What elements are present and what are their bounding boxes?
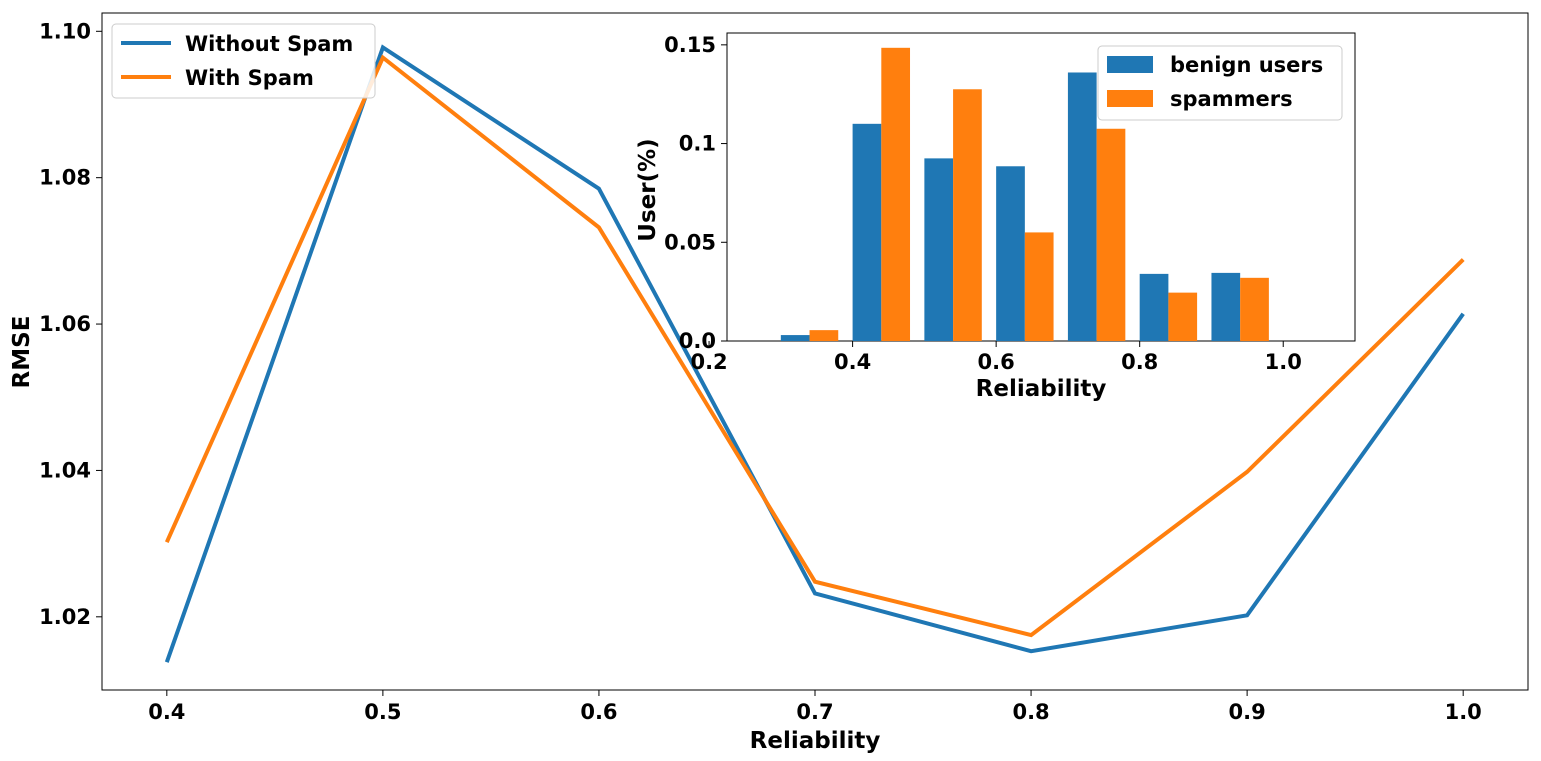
main-y-tick-label: 1.04 (39, 458, 91, 482)
main-x-tick-label: 0.7 (796, 700, 833, 724)
main-series-lines (164, 44, 1465, 663)
inset-y-ticks: 0.0 0.05 0.1 0.15 (664, 33, 727, 353)
main-x-tick-label: 0.9 (1229, 700, 1266, 724)
main-x-axis-label: Reliability (750, 728, 881, 754)
main-y-tick-label: 1.02 (39, 605, 91, 629)
main-x-tick-label: 0.5 (364, 700, 401, 724)
bar-benign-users (996, 166, 1025, 341)
inset-x-tick-label: 0.4 (834, 350, 871, 374)
bar-benign-users (1139, 273, 1169, 341)
legend-label-without-spam: Without Spam (185, 32, 353, 56)
bar-spammers (1240, 277, 1269, 341)
main-x-tick-label: 1.0 (1445, 700, 1482, 724)
inset-y-tick-label: 0.15 (664, 33, 716, 57)
main-x-ticks: 0.4 0.5 0.6 0.7 0.8 0.9 1.0 (148, 690, 1482, 724)
main-legend: Without Spam With Spam (111, 23, 376, 99)
inset-bars (780, 47, 1269, 342)
legend-label-benign-users: benign users (1170, 53, 1323, 77)
main-y-tick-label: 1.10 (39, 19, 91, 43)
inset-bar-chart: 0.2 0.4 0.6 0.8 1.0 0.0 0.05 0.1 0.15 Reliabili… (635, 32, 1356, 402)
bar-benign-users (1211, 272, 1241, 341)
main-y-tick-label: 1.08 (39, 166, 91, 190)
inset-y-axis-label: User(%) (635, 138, 661, 241)
main-legend-frame (111, 23, 376, 99)
inset-y-tick-label: 0.05 (664, 230, 716, 254)
main-x-tick-label: 0.6 (580, 700, 617, 724)
bar-spammers (1096, 128, 1126, 341)
bar-spammers (881, 47, 911, 342)
bar-spammers (1168, 292, 1198, 341)
inset-x-tick-label: 0.8 (1121, 350, 1158, 374)
inset-x-tick-label: 1.0 (1265, 350, 1302, 374)
bar-benign-users (924, 158, 954, 341)
inset-y-tick-label: 0.1 (679, 132, 716, 156)
inset-y-tick-label: 0.0 (679, 329, 716, 353)
main-y-ticks: 1.02 1.04 1.06 1.08 1.10 (39, 19, 102, 629)
bar-spammers (809, 330, 839, 341)
bar-spammers (1024, 232, 1054, 341)
bar-benign-users (1067, 72, 1097, 341)
main-y-axis-label: RMSE (9, 316, 35, 389)
main-y-tick-label: 1.06 (39, 312, 91, 336)
inset-x-ticks: 0.2 0.4 0.6 0.8 1.0 (690, 341, 1302, 374)
legend-label-spammers: spammers (1170, 87, 1293, 111)
legend-swatch-spammers (1107, 90, 1153, 107)
bar-benign-users (780, 335, 810, 341)
legend-swatch-benign-users (1107, 56, 1153, 73)
inset-legend: benign users spammers (1097, 45, 1343, 121)
inset-x-tick-label: 0.6 (978, 350, 1015, 374)
main-x-tick-label: 0.8 (1012, 700, 1049, 724)
legend-label-with-spam: With Spam (185, 66, 314, 90)
inset-x-tick-label: 0.2 (690, 350, 727, 374)
inset-x-axis-label: Reliability (976, 376, 1107, 402)
main-x-tick-label: 0.4 (148, 700, 185, 724)
bar-benign-users (852, 123, 882, 341)
inset-legend-frame (1097, 45, 1343, 121)
bar-spammers (953, 89, 982, 342)
